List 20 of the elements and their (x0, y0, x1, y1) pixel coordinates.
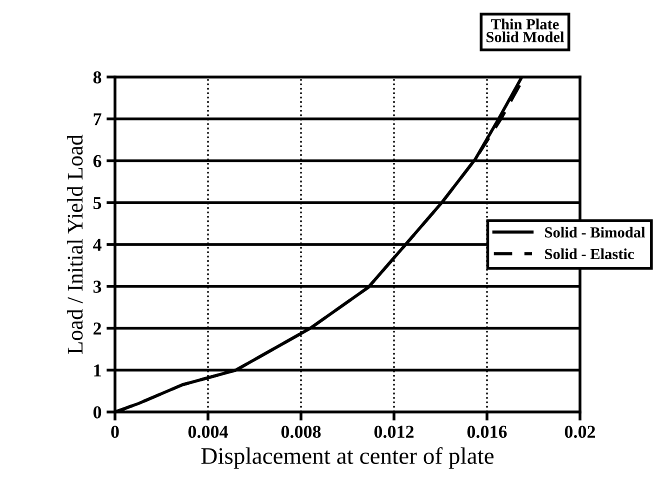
x-tick-label: 0 (111, 426, 119, 438)
y-tick-label: 2 (94, 322, 102, 335)
text: Thin Plate Solid Model (486, 18, 564, 42)
y-tick-label: 8 (93, 71, 102, 84)
x-axis-title: Displacement at center of plate (201, 447, 494, 469)
legend-label: Solid - Bimodal (545, 226, 646, 238)
x-tick-label: 0.02 (564, 426, 596, 438)
x-tick-label: 0.016 (467, 426, 507, 438)
y-tick-label: 4 (93, 238, 102, 251)
x-tick-label: 0.012 (374, 426, 414, 438)
x-tick-label: 0.008 (281, 426, 321, 438)
y-tick-label: 3 (93, 280, 102, 293)
y-tick-label: 1 (94, 364, 101, 376)
y-tick-label: 6 (93, 155, 102, 168)
y-tick-label: 5 (94, 197, 102, 210)
legend-label: Solid - Elastic (545, 248, 634, 260)
y-tick-label: 7 (94, 113, 102, 126)
x-tick-label: 0.004 (188, 426, 228, 438)
y-tick-label: 0 (93, 406, 102, 418)
y-axis-title: Load / Initial Yield Load (67, 134, 83, 354)
